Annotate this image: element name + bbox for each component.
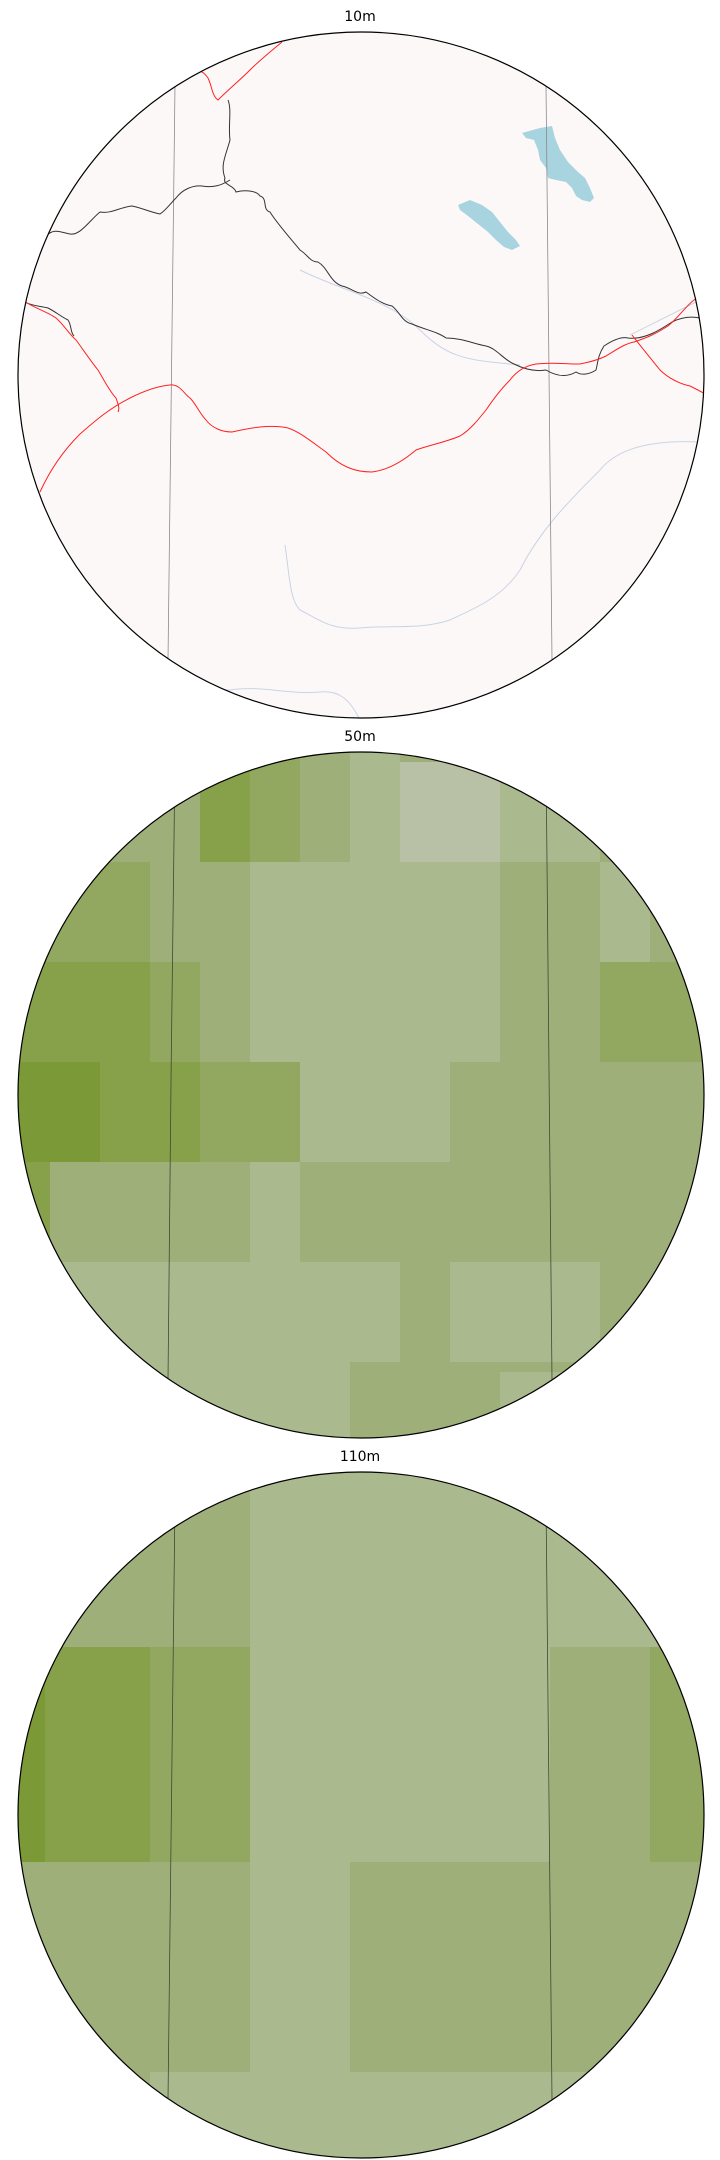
land-cover-cell	[200, 1062, 300, 1162]
panel-title: 10m	[344, 9, 376, 25]
graticule-line	[545, 759, 553, 1381]
land-cover-cell	[18, 962, 150, 1062]
land-cover-cell	[500, 762, 600, 862]
land-cover-cell	[130, 752, 200, 802]
land-cover-cell	[550, 1647, 650, 1862]
land-cover-cell	[150, 1472, 250, 1647]
land-cover-cell	[600, 1262, 704, 1362]
map-panel-10m: 10m	[0, 0, 720, 720]
panel-title: 50m	[344, 729, 376, 745]
land-cover-cell	[450, 1262, 600, 1362]
land-cover-cell	[150, 2072, 704, 2158]
land-cover-cell	[500, 862, 600, 962]
river-line	[629, 299, 701, 336]
land-cover-cell	[18, 1062, 100, 1162]
border-line	[631, 334, 704, 399]
graticule-line	[545, 84, 553, 661]
land-cover-cell	[300, 1062, 450, 1162]
border-line	[21, 299, 120, 413]
land-cover-cell	[600, 962, 704, 1062]
river-line	[299, 269, 521, 366]
coastline-line	[222, 99, 701, 377]
land-cover-cell	[150, 862, 250, 962]
map-10m	[17, 31, 705, 719]
land-cover-cell	[350, 752, 400, 862]
land-cover-cell	[300, 1162, 704, 1262]
land-cover-cell	[450, 1062, 704, 1162]
map-panel-50m: 50m	[0, 720, 720, 1440]
land-cover-cell	[18, 1647, 45, 1862]
land-cover-cell	[500, 962, 600, 1062]
lake-shape	[522, 126, 594, 202]
map-50m	[17, 751, 705, 1439]
land-cover-cell	[100, 1162, 250, 1262]
map-panel-110m: 110m	[0, 1440, 720, 2160]
land-cover-cell	[150, 962, 200, 1062]
land-cover-cell	[500, 1372, 704, 1438]
border-line	[39, 294, 704, 493]
land-cover-cell	[250, 752, 300, 862]
land-cover-cell	[45, 1647, 150, 1862]
land-cover-cell	[400, 1262, 450, 1362]
land-cover-cell	[250, 862, 500, 1062]
land-cover-cell	[200, 962, 250, 1062]
graticule-line	[167, 759, 176, 1381]
land-cover-cell	[350, 1862, 704, 2072]
coastline-line	[24, 301, 75, 337]
land-cover-cell	[650, 1647, 704, 1862]
map-110m	[17, 1471, 705, 2159]
lake-shape	[458, 200, 520, 250]
land-cover-cell	[30, 862, 150, 962]
land-cover-cell	[50, 1162, 100, 1262]
land-cover-cell	[30, 1522, 150, 1647]
land-cover-cell	[18, 1362, 350, 1438]
land-cover-cell	[650, 862, 704, 962]
graticule-line	[545, 1499, 553, 2101]
land-cover-cell	[250, 1162, 300, 1262]
land-cover-cell	[18, 1262, 400, 1362]
land-cover-cell	[150, 1647, 250, 1862]
land-cover-cell	[100, 1062, 200, 1162]
globe-outline	[17, 751, 705, 1439]
border-line	[195, 41, 283, 101]
globe-background	[18, 32, 704, 718]
coastline-line	[45, 179, 231, 237]
river-line	[284, 441, 701, 629]
land-cover-cell	[550, 1522, 704, 1647]
globe-outline	[17, 31, 705, 719]
land-cover-cell	[18, 1162, 50, 1262]
globe-outline	[17, 1471, 705, 2159]
land-cover-cell	[200, 752, 250, 862]
land-cover-cell	[300, 752, 350, 862]
panel-title: 110m	[339, 1449, 381, 1465]
land-cover-cell	[400, 762, 500, 862]
land-cover-cell	[600, 862, 650, 962]
